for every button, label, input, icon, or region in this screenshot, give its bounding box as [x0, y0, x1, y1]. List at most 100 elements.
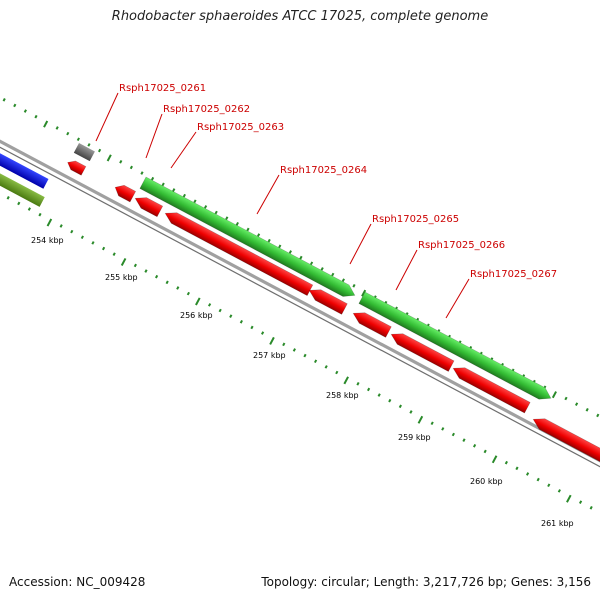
ruler-tick	[133, 263, 137, 268]
genome-backbone	[0, 139, 600, 468]
ruler-tick	[483, 449, 487, 454]
outer-tick	[564, 396, 568, 401]
gene-arrow-forward[interactable]	[139, 176, 358, 301]
ruler-tick	[417, 415, 424, 424]
ruler-label: 259 kbp	[398, 433, 431, 442]
gene-label[interactable]: Rsph17025_0264	[280, 165, 367, 176]
outer-tick	[150, 176, 155, 181]
gene-label[interactable]: Rsph17025_0263	[197, 122, 284, 133]
gene-arrow-reverse[interactable]	[306, 285, 348, 315]
genes-value: 3,156	[556, 575, 591, 589]
olive-feature	[0, 168, 45, 207]
ruler-label: 254 kbp	[31, 236, 64, 245]
ruler-label: 256 kbp	[180, 311, 213, 320]
length-label: Length:	[373, 575, 420, 589]
gene-label[interactable]: Rsph17025_0261	[119, 83, 206, 94]
ruler-tick	[462, 438, 466, 442]
ruler-tick	[239, 319, 243, 324]
outer-tick	[76, 137, 80, 142]
ruler-tick	[589, 505, 593, 510]
outer-tick	[106, 154, 112, 162]
outer-tick	[320, 267, 324, 271]
outer-tick	[246, 227, 250, 232]
ruler-tick	[46, 218, 53, 227]
outer-tick	[193, 199, 197, 204]
ruler-tick	[229, 314, 233, 318]
ruler-tick	[218, 308, 222, 313]
outer-tick	[352, 283, 356, 288]
ruler-tick	[366, 387, 371, 392]
ruler-tick	[430, 421, 434, 426]
outer-tick	[361, 289, 367, 297]
ruler-label: 255 kbp	[105, 273, 138, 282]
outer-tick	[13, 103, 17, 108]
ruler-tick	[260, 331, 265, 335]
outer-tick	[309, 261, 314, 266]
ruler-tick	[377, 393, 381, 397]
outer-tick	[34, 114, 38, 119]
outer-tick	[214, 210, 218, 215]
ruler-tick	[154, 274, 159, 279]
gene-arrow-reverse[interactable]	[162, 208, 314, 296]
gene-label[interactable]: Rsph17025_0266	[418, 240, 505, 251]
length-value: 3,217,726 bp	[422, 575, 503, 589]
ruler-tick	[335, 370, 339, 375]
outer-tick	[288, 250, 292, 254]
ruler-tick	[207, 303, 212, 307]
gene-arrow-reverse[interactable]	[388, 329, 455, 372]
ruler-tick	[17, 201, 21, 206]
gene-leader-line	[445, 278, 470, 319]
outer-tick	[585, 407, 589, 412]
ruler-tick	[186, 291, 190, 296]
outer-tick	[574, 402, 579, 406]
gene-arrow-reverse[interactable]	[530, 414, 600, 468]
ruler-tick	[578, 500, 583, 504]
ruler-tick	[165, 280, 169, 285]
ruler-tick	[566, 494, 572, 503]
ruler-label: 257 kbp	[253, 351, 286, 360]
ruler-tick	[409, 410, 413, 414]
ruler-tick	[292, 348, 296, 352]
gene-label[interactable]: Rsph17025_0262	[163, 104, 250, 115]
gene-label[interactable]: Rsph17025_0267	[470, 269, 557, 280]
gene-arrow-reverse[interactable]	[112, 182, 137, 203]
blue-feature	[0, 149, 49, 189]
outer-tick	[596, 413, 600, 418]
topology-label: Topology:	[261, 575, 318, 589]
outer-tick	[182, 193, 186, 198]
gene-arrow-reverse[interactable]	[450, 363, 531, 414]
ruler-tick	[101, 246, 106, 251]
outer-tick	[87, 143, 91, 147]
accession-info: Accession: NC_009428	[9, 575, 145, 589]
ruler-tick-track	[6, 196, 593, 510]
ruler-tick	[70, 229, 74, 234]
ruler-tick	[398, 404, 402, 409]
ruler-tick	[6, 196, 10, 200]
gene-arrow-reverse[interactable]	[132, 193, 164, 218]
gene-arrow-reverse[interactable]	[65, 158, 87, 176]
ruler-tick	[451, 432, 455, 437]
gene-leader-line	[95, 92, 119, 142]
gene-leader-line	[395, 249, 418, 291]
outer-tick	[2, 97, 6, 102]
ruler-label: 261 kbp	[541, 519, 574, 528]
gene-arrow-reverse[interactable]	[350, 308, 392, 338]
gene-leader-line	[349, 223, 372, 265]
gene-label[interactable]: Rsph17025_0265	[372, 214, 459, 225]
ruler-tick	[303, 353, 307, 358]
genome-summary: Topology: circular; Length: 3,217,726 bp…	[261, 575, 591, 589]
ruler-tick	[388, 398, 392, 403]
ruler-tick	[343, 376, 349, 385]
ruler-tick	[38, 212, 42, 217]
ruler-tick	[59, 224, 63, 228]
ruler-tick	[557, 489, 561, 493]
gene-leader-line	[170, 131, 197, 169]
ruler-tick	[282, 342, 286, 347]
outer-tick	[23, 109, 27, 113]
ruler-label: 260 kbp	[470, 477, 503, 486]
ruler-tick	[504, 460, 508, 465]
ruler-tick	[515, 466, 519, 471]
gene-arrow-forward[interactable]	[358, 291, 554, 404]
outer-tick	[225, 216, 229, 220]
